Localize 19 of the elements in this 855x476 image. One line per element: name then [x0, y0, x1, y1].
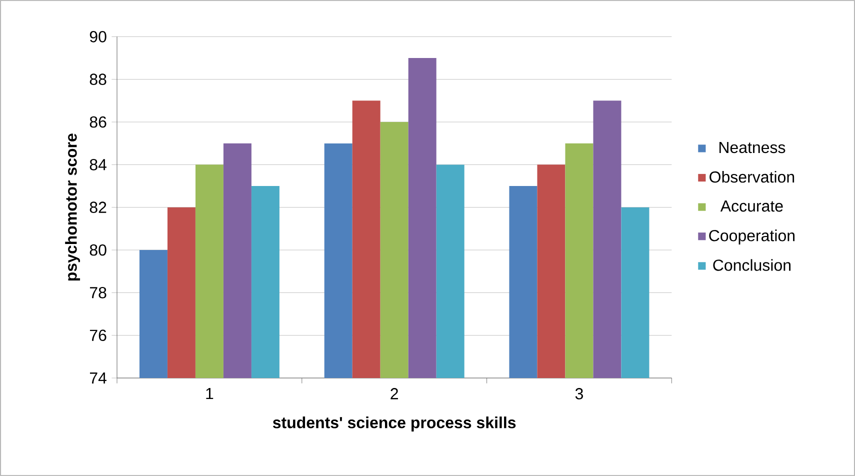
x-tick-label: 1 [206, 388, 214, 400]
y-tick-label: 78 [90, 287, 106, 298]
x-tick-label: 2 [390, 388, 398, 400]
y-tick-label: 74 [90, 372, 106, 384]
legend-label: Accurate [720, 200, 783, 212]
y-tick-label: 82 [90, 202, 106, 213]
x-axis-title: students' science process skills [272, 416, 516, 432]
legend-label: Observation [710, 170, 794, 183]
legend-label: Cooperation [709, 230, 794, 244]
y-tick-label: 84 [90, 159, 106, 170]
legend-label: Conclusion [713, 259, 790, 271]
x-tick-label: 3 [575, 388, 583, 400]
y-axis-title: psychomotor score [65, 134, 80, 281]
y-tick-label: 80 [90, 244, 106, 256]
y-tick-label: 86 [90, 116, 106, 128]
y-tick-label: 90 [90, 31, 106, 42]
y-tick-label: 76 [90, 330, 106, 341]
y-tick-label: 88 [90, 74, 106, 85]
legend-label: Neatness [719, 142, 786, 154]
